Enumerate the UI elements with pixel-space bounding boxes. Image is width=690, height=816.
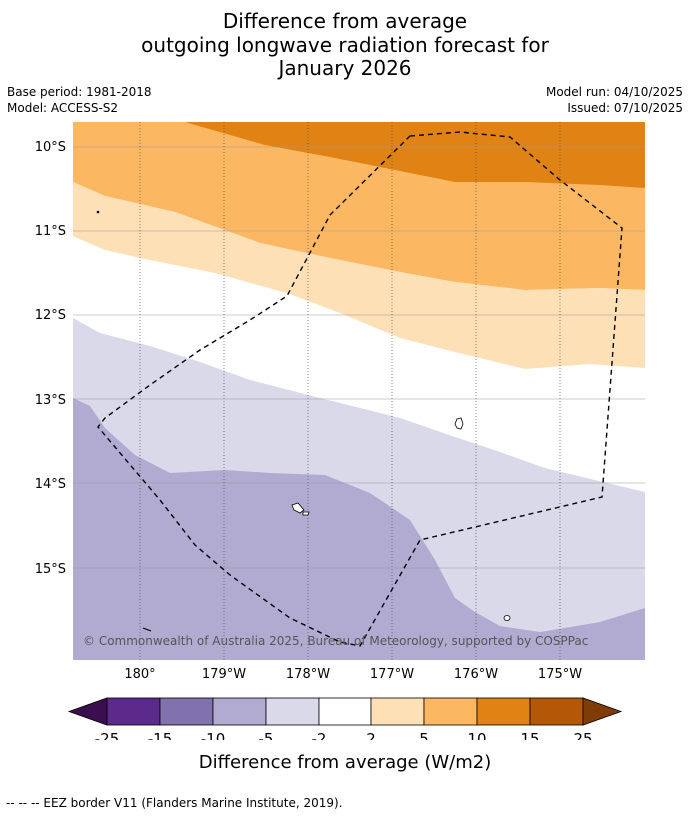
colorbar-over-arrow [582,697,623,726]
lon-label-177w: 177°W [370,667,414,682]
tick-2: 2 [366,730,376,740]
eez-footnote: -- -- -- EEZ border V11 (Flanders Marine… [6,796,343,810]
island-south [503,615,511,621]
colorbar [67,697,623,726]
tick-neg2: -2 [312,730,327,740]
lon-label-178w: 178°W [286,667,330,682]
islet-south-west [142,627,152,632]
lon-label-175w: 175°W [538,667,582,682]
island-central [291,502,305,514]
colorbar-ticks: -25 -15 -10 -5 -2 2 5 10 15 25 [95,730,593,740]
lat-label-13s: 13°S [35,393,66,408]
tick-neg10: -10 [201,730,226,740]
title-line-2: outgoing longwave radiation forecast for [141,33,549,57]
colorbar-bin-6 [370,697,425,726]
tick-neg25: -25 [95,730,120,740]
tick-25: 25 [573,730,592,740]
colorbar-title: Difference from average (W/m2) [198,752,492,773]
lat-gridlines [73,146,645,569]
band-neg10-neg5 [73,398,645,660]
band-10-15 [185,122,645,188]
lon-label-179w: 179°W [202,667,246,682]
lat-labels: 10°S 11°S 12°S 13°S 14°S 15°S [35,140,66,577]
anomaly-field [73,122,645,660]
model-name: Model: ACCESS-S2 [7,101,119,115]
tick-10: 10 [467,730,486,740]
tick-5: 5 [419,730,429,740]
title-line-1: Difference from average [222,9,468,33]
lat-label-11s: 11°S [35,224,66,239]
lon-label-180: 180° [124,667,155,682]
colorbar-bin-2 [159,697,214,726]
lon-labels: 180° 179°W 178°W 177°W 176°W 175°W [124,667,582,682]
colorbar-bin-4 [265,697,320,726]
colorbar-bin-7 [423,697,478,726]
eez-border [97,131,623,647]
tick-neg15: -15 [148,730,173,740]
model-run: Model run: 04/10/2025 [545,85,683,99]
colorbar-bin-1 [106,697,161,726]
lat-label-10s: 10°S [35,140,66,155]
copyright-text: © Commonwealth of Australia 2025, Bureau… [83,634,588,648]
island-north [454,417,464,430]
band-2-5 [73,182,645,369]
title-line-3: January 2026 [278,56,412,80]
island-central-small [302,511,310,516]
lat-label-14s: 14°S [35,477,66,492]
map-figure: © Commonwealth of Australia 2025, Bureau… [35,122,645,740]
colorbar-bin-5 [318,697,372,726]
colorbar-bin-8 [476,697,531,726]
colorbar-bin-3 [212,697,267,726]
lat-label-15s: 15°S [35,562,66,577]
tick-15: 15 [520,730,539,740]
tick-neg5: -5 [259,730,274,740]
issued-date: Issued: 07/10/2025 [567,101,683,115]
lon-label-176w: 176°W [454,667,498,682]
lat-label-12s: 12°S [35,308,66,323]
colorbar-bin-9 [529,697,584,726]
islands [96,210,511,632]
colorbar-under-arrow [67,697,108,726]
base-period: Base period: 1981-2018 [7,85,152,99]
islet-north-west [96,210,100,214]
